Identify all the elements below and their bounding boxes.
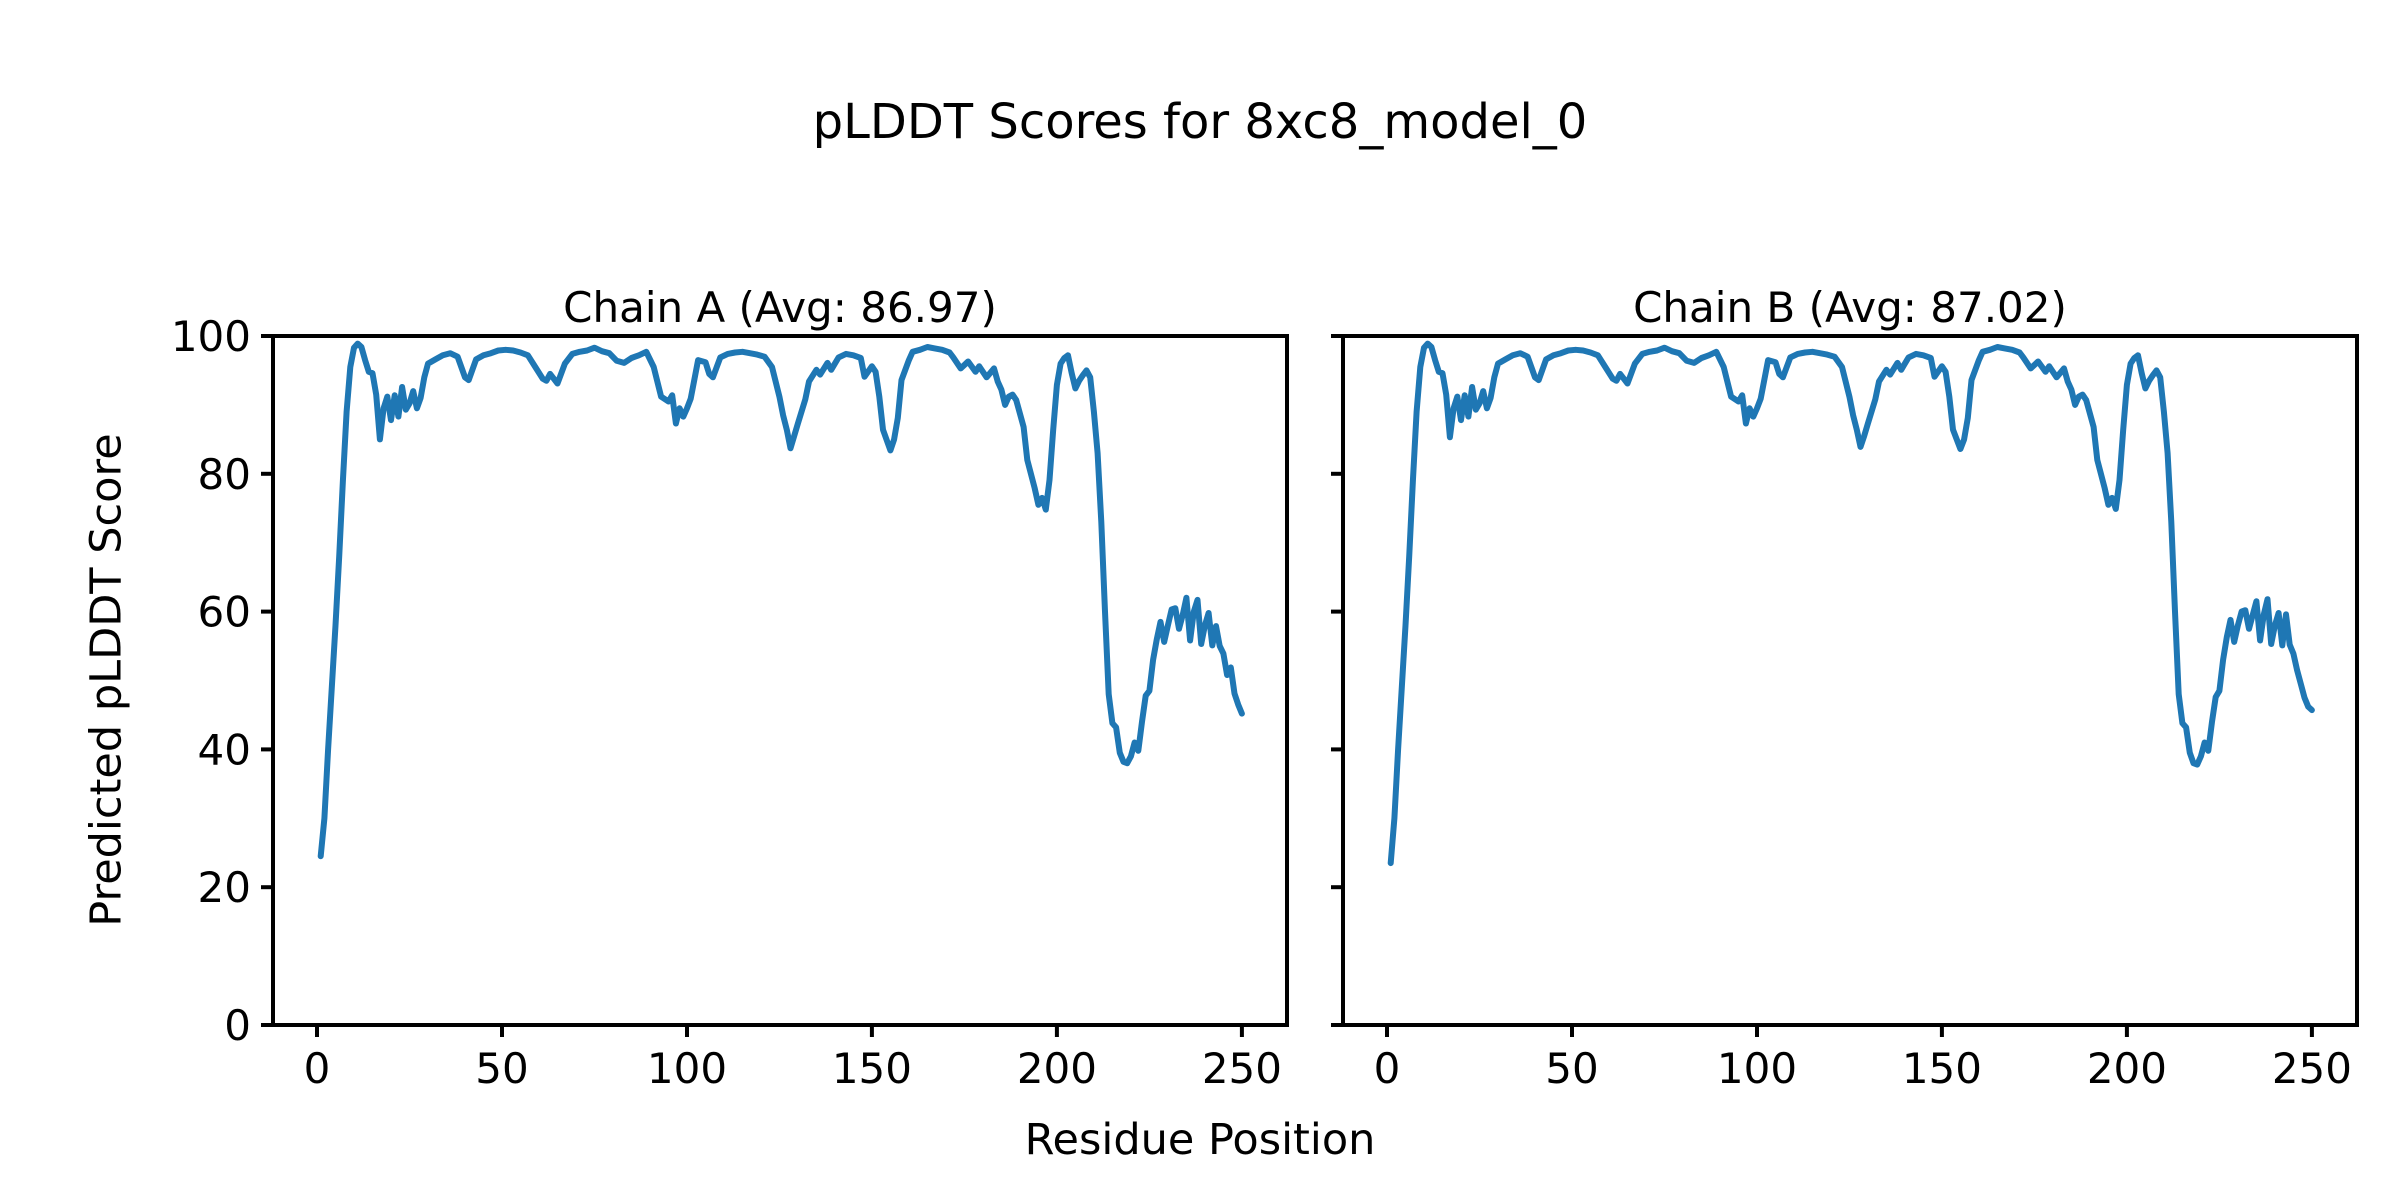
x-tick-label: 150 <box>1902 1044 1982 1093</box>
plddt-line <box>317 340 1245 860</box>
x-axis-label: Residue Position <box>1024 1115 1376 1165</box>
axes-box <box>271 334 1289 1027</box>
y-tick-label: 20 <box>198 863 251 912</box>
x-tick-label: 50 <box>1545 1044 1598 1093</box>
x-tick-label: 200 <box>2087 1044 2167 1093</box>
subplot-title-chain-b: Chain B (Avg: 87.02) <box>1633 283 2067 332</box>
x-tick-label: 50 <box>475 1044 528 1093</box>
x-tick-label: 0 <box>304 1044 331 1093</box>
y-tick-label: 40 <box>198 725 251 774</box>
plddt-line <box>1387 340 2315 867</box>
x-tick-label: 200 <box>1017 1044 1097 1093</box>
y-tick-label: 80 <box>198 450 251 499</box>
figure-title: pLDDT Scores for 8xc8_model_0 <box>812 94 1588 150</box>
x-tick-label: 100 <box>647 1044 727 1093</box>
x-tick-label: 100 <box>1717 1044 1797 1093</box>
x-tick-label: 150 <box>832 1044 912 1093</box>
y-tick-label: 0 <box>224 1001 251 1050</box>
x-tick-label: 250 <box>2272 1044 2352 1093</box>
y-tick-label: 100 <box>171 312 251 361</box>
x-tick-label: 250 <box>1202 1044 1282 1093</box>
axes-box <box>1341 334 2359 1027</box>
subplot-title-chain-a: Chain A (Avg: 86.97) <box>563 283 997 332</box>
y-tick-label: 60 <box>198 588 251 637</box>
x-tick-label: 0 <box>1374 1044 1401 1093</box>
